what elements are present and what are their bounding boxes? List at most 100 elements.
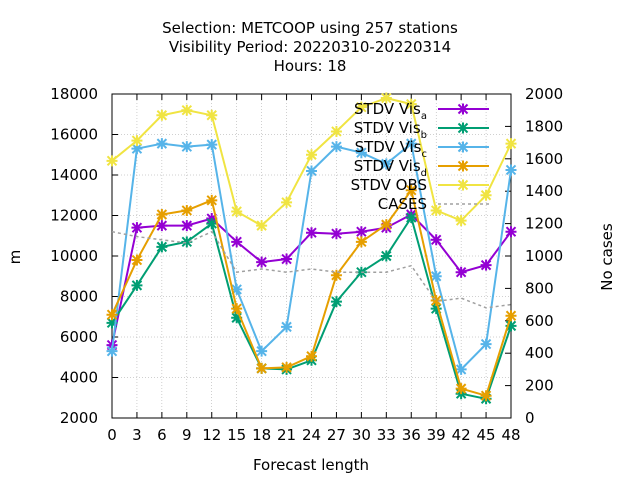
title-line: Selection: METCOOP using 257 stations — [162, 19, 458, 37]
data-point — [505, 320, 517, 332]
y-tick-label: 2000 — [60, 409, 98, 427]
legend-item: STDV Visa — [354, 100, 489, 122]
x-tick-label: 21 — [277, 426, 296, 444]
legend-marker — [457, 141, 469, 153]
data-point — [380, 219, 392, 231]
y-tick-label: 4000 — [60, 369, 98, 387]
data-point — [380, 158, 392, 170]
x-tick-label: 15 — [227, 426, 246, 444]
axes: 0 3 6 9 12 15 18 21 24 27 30 33 36 39 42 45 482000400060… — [50, 85, 563, 444]
data-point — [355, 226, 367, 238]
legend-item: STDV Visb — [354, 119, 489, 141]
data-point — [330, 141, 342, 153]
data-point — [231, 283, 243, 295]
data-point — [256, 256, 268, 268]
data-point — [455, 383, 467, 395]
legend-item: STDV Visc — [355, 138, 489, 160]
x-axis-label: Forecast length — [253, 456, 369, 474]
legend-marker — [457, 122, 469, 134]
data-point — [405, 184, 417, 196]
series-stdv-obs — [106, 92, 517, 232]
data-point — [281, 253, 293, 265]
y-axis-label: m — [6, 250, 24, 265]
data-point — [455, 215, 467, 227]
data-point — [156, 138, 168, 150]
title-line: Hours: 18 — [274, 57, 347, 75]
y-tick-label: 16000 — [50, 126, 98, 144]
legend-item: STDV OBS — [351, 176, 489, 194]
series-stdv-vis-d — [106, 184, 517, 402]
data-point — [256, 345, 268, 357]
legend-label: STDV Visa — [354, 100, 427, 122]
data-point — [355, 147, 367, 159]
data-point — [306, 165, 317, 177]
data-point — [430, 270, 442, 282]
data-point — [156, 109, 168, 121]
data-point — [206, 109, 218, 121]
data-point — [505, 164, 517, 176]
x-tick-label: 12 — [202, 426, 221, 444]
data-point — [306, 227, 317, 239]
data-point — [231, 205, 243, 217]
data-point — [430, 234, 442, 246]
data-point — [480, 338, 492, 350]
legend-marker — [457, 179, 469, 191]
data-point — [281, 196, 293, 208]
y2-tick-label: 1800 — [525, 117, 563, 135]
series-group — [106, 92, 517, 405]
data-point — [306, 149, 317, 161]
series-cases — [111, 230, 512, 309]
legend-marker — [457, 160, 469, 172]
x-tick-label: 3 — [132, 426, 142, 444]
data-point — [455, 363, 467, 375]
data-point — [430, 295, 442, 307]
legend-item: STDV Visd — [354, 157, 489, 179]
y2-tick-label: 1000 — [525, 247, 563, 265]
data-point — [281, 321, 293, 333]
data-point — [330, 296, 342, 308]
data-point — [505, 310, 517, 322]
x-tick-label: 24 — [302, 426, 321, 444]
x-tick-label: 39 — [427, 426, 446, 444]
data-point — [181, 141, 193, 153]
data-point — [281, 361, 293, 373]
series-stdv-vis-a — [106, 208, 517, 351]
y2-tick-label: 0 — [525, 409, 535, 427]
data-point — [156, 208, 168, 220]
data-point — [380, 250, 392, 262]
x-tick-label: 42 — [452, 426, 471, 444]
y-tick-label: 8000 — [60, 288, 98, 306]
y2-axis-label: No cases — [598, 223, 616, 291]
x-tick-label: 30 — [352, 426, 371, 444]
x-tick-label: 36 — [402, 426, 421, 444]
data-point — [181, 236, 193, 248]
data-point — [480, 259, 492, 271]
y-tick-label: 14000 — [50, 166, 98, 184]
legend-label: STDV Visd — [354, 157, 427, 179]
data-point — [405, 212, 417, 224]
data-point — [206, 139, 218, 151]
data-point — [480, 390, 492, 402]
data-point — [505, 226, 517, 238]
data-point — [131, 279, 143, 291]
data-point — [480, 189, 492, 201]
data-point — [306, 350, 317, 362]
data-point — [505, 138, 517, 150]
legend-label: STDV Visb — [354, 119, 427, 141]
chart-title: Selection: METCOOP using 257 stationsVis… — [162, 19, 458, 75]
x-tick-label: 33 — [377, 426, 396, 444]
series-line — [111, 97, 512, 227]
data-point — [405, 98, 417, 110]
y2-tick-label: 1200 — [525, 215, 563, 233]
y2-tick-label: 1400 — [525, 182, 563, 200]
data-point — [106, 317, 118, 329]
data-point — [430, 303, 442, 315]
data-point — [430, 204, 442, 216]
data-point — [131, 222, 143, 234]
data-point — [206, 194, 218, 206]
data-point — [181, 220, 193, 232]
data-point — [330, 125, 342, 137]
series-stdv-vis-c — [106, 138, 517, 375]
